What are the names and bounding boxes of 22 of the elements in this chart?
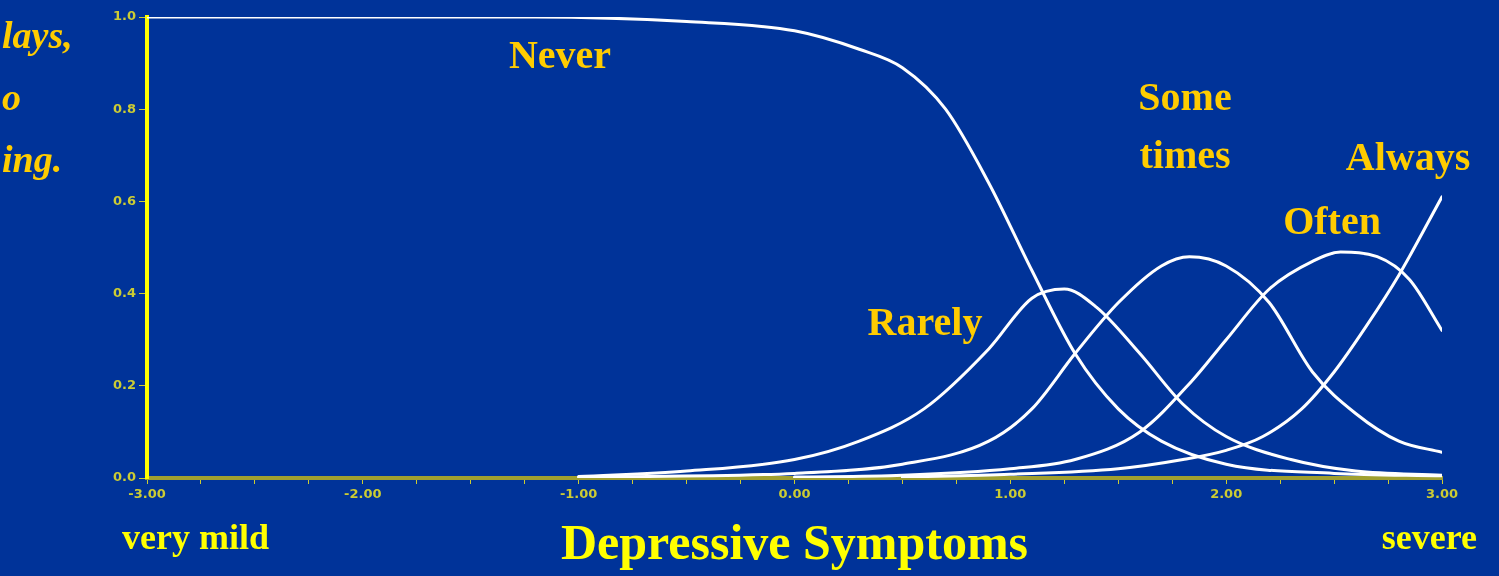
x-tick-label: 0.00 [778, 486, 811, 502]
x-axis-title: Depressive Symptoms [560, 513, 1029, 570]
series-label: Often [1283, 198, 1381, 244]
series-label: Rarely [867, 299, 983, 345]
x-tick-label: -3.00 [128, 486, 166, 502]
x-tick-label: -1.00 [559, 486, 598, 502]
x-tick-label: -2.00 [344, 486, 382, 502]
y-tick-label: 1.0 [112, 8, 136, 24]
text: severe [1381, 517, 1478, 558]
text: very mild [122, 517, 269, 558]
x-tick-label: 3.00 [1425, 486, 1459, 502]
y-tick-label: 0.6 [112, 192, 136, 208]
text: Some times [1138, 74, 1232, 178]
x-tick-label: 1.00 [994, 486, 1027, 502]
y-tick-label: 0.8 [112, 100, 136, 116]
y-tick-label: 0.0 [112, 469, 136, 485]
text: lays, o ing. [2, 13, 73, 180]
y-tick-label: 0.2 [112, 377, 136, 393]
series-label: Always [1345, 134, 1471, 180]
series-label: Never [508, 32, 612, 78]
y-tick-label: 0.4 [112, 284, 136, 300]
x-tick-label: 2.00 [1210, 486, 1243, 502]
